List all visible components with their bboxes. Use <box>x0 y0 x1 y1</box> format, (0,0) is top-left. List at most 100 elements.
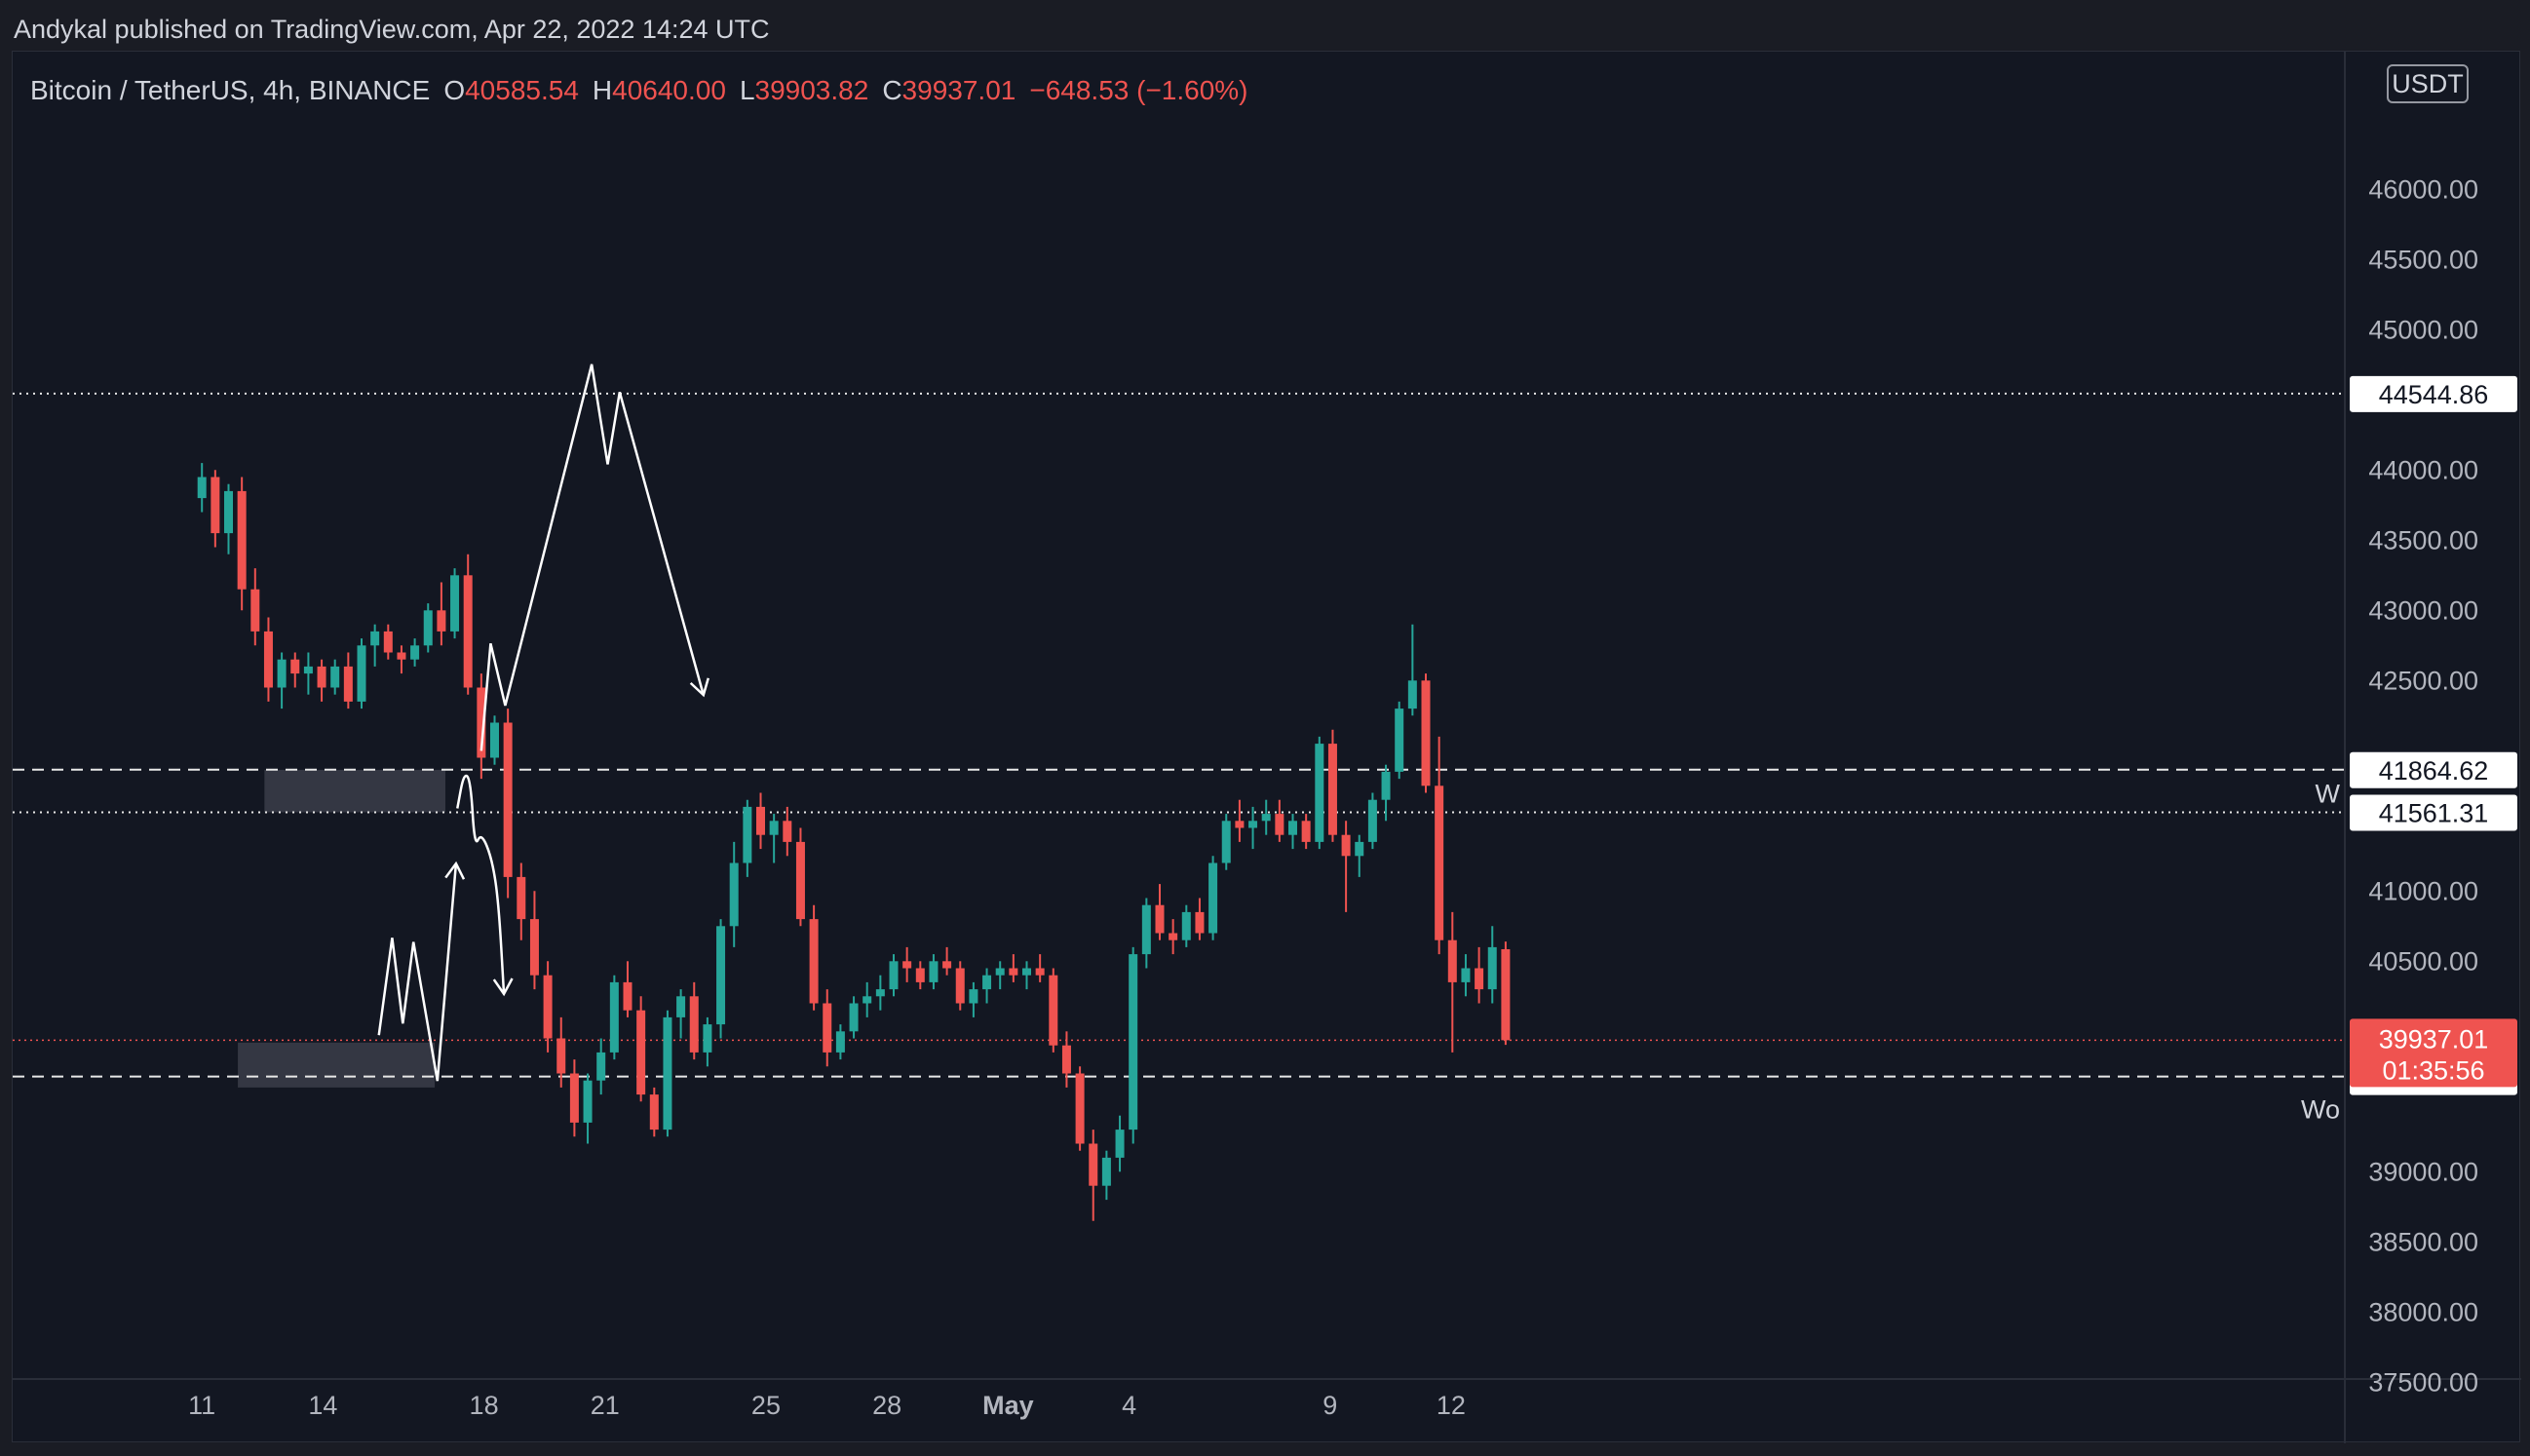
arrow-head-1 <box>492 977 514 997</box>
change-value: −648.53 (−1.60%) <box>1029 75 1248 105</box>
price-label-text-0: 44544.86 <box>2379 380 2489 409</box>
candle-body <box>955 968 965 1004</box>
candle-body <box>1395 709 1404 772</box>
candle-body <box>317 666 326 688</box>
candle-body <box>889 961 899 990</box>
candle-body <box>596 1052 606 1081</box>
candle-body <box>795 841 805 920</box>
low-value: 39903.82 <box>754 75 869 105</box>
price-label-text-1: 41864.62 <box>2379 756 2489 785</box>
candle-body <box>862 996 872 1004</box>
last-price-box <box>2350 1018 2517 1088</box>
candle-body <box>1327 744 1337 835</box>
x-tick-label: 12 <box>1437 1391 1466 1420</box>
symbol-legend: Bitcoin / TetherUS, 4h, BINANCE O40585.54… <box>30 71 1248 110</box>
candle-body <box>1195 911 1205 934</box>
projection-path-0 <box>377 862 458 1082</box>
candle-body <box>1421 680 1431 786</box>
y-tick-label: 45000.00 <box>2368 315 2478 344</box>
candle-body <box>463 575 473 688</box>
y-tick-label: 45500.00 <box>2368 245 2478 274</box>
y-tick-label: 38000.00 <box>2368 1297 2478 1326</box>
candle-body <box>1049 975 1058 1046</box>
y-tick-label: 42500.00 <box>2368 666 2478 695</box>
projection-path-2 <box>479 364 706 751</box>
x-tick-label: 18 <box>470 1391 499 1420</box>
currency-button[interactable]: USDT <box>2387 64 2469 103</box>
y-tick-label: 40500.00 <box>2368 946 2478 976</box>
open-label: O <box>443 75 466 105</box>
x-tick-label: 21 <box>591 1391 620 1420</box>
candle-body <box>1035 968 1045 976</box>
candle-body <box>529 919 539 976</box>
y-tick-label: 46000.00 <box>2368 174 2478 204</box>
candle-body <box>716 926 726 1025</box>
x-tick-label: 25 <box>751 1391 781 1420</box>
candle-body <box>835 1031 845 1053</box>
candle-body <box>1461 968 1471 982</box>
zone-label-1: Wo <box>2301 1095 2340 1125</box>
candle-body <box>410 645 420 660</box>
candle-body <box>1301 821 1311 842</box>
candle-body <box>1009 968 1018 976</box>
candle-body <box>303 666 313 674</box>
candle-body <box>915 968 925 982</box>
candle-body <box>197 477 207 499</box>
candle-body <box>237 490 247 590</box>
candle-body <box>1435 785 1444 940</box>
candle-body <box>783 821 792 842</box>
candle-body <box>343 666 353 702</box>
candle-body <box>1075 1073 1085 1144</box>
candle-body <box>623 981 632 1011</box>
candle-body <box>370 631 380 646</box>
last-price-text: 39937.01 <box>2379 1024 2489 1054</box>
candle-body <box>1208 862 1218 934</box>
candle-body <box>1129 954 1138 1130</box>
candle-body <box>1261 814 1271 822</box>
candle-body <box>676 996 686 1017</box>
candle-body <box>490 722 499 758</box>
high-value: 40640.00 <box>612 75 726 105</box>
candle-body <box>1275 814 1284 835</box>
countdown-text: 01:35:56 <box>2382 1055 2484 1085</box>
candle-body <box>450 575 460 632</box>
low-label: L <box>739 75 755 105</box>
candlestick-chart[interactable]: 46000.00 45500.00 45000.00 44000.00 43500.00… <box>13 52 2521 1443</box>
candle-body <box>689 996 699 1053</box>
y-tick-label: 43500.00 <box>2368 525 2478 555</box>
candle-body <box>663 1016 672 1130</box>
candle-body <box>823 1003 832 1053</box>
arrow-head-0 <box>444 861 466 880</box>
candle-body <box>809 919 819 1004</box>
candle-body <box>1475 968 1484 990</box>
candle-body <box>556 1038 566 1074</box>
candle-body <box>1447 939 1457 982</box>
y-tick-label: 39000.00 <box>2368 1157 2478 1186</box>
arrow-head-2 <box>689 677 709 698</box>
candle-body <box>1341 834 1351 857</box>
candle-body <box>995 968 1005 976</box>
candle-body <box>969 989 978 1004</box>
candle-body <box>277 659 287 688</box>
candle-body <box>769 821 779 835</box>
price-label-text-2: 41561.31 <box>2379 798 2489 827</box>
candle-body <box>1288 821 1297 835</box>
candle-body <box>263 631 273 688</box>
candle-body <box>250 589 260 632</box>
candle-body <box>1381 771 1391 800</box>
candle-body <box>397 652 406 660</box>
candle-body <box>1101 1157 1111 1186</box>
zone-label-0: W <box>2316 780 2341 809</box>
price-label-box-2 <box>2350 794 2517 831</box>
candle-body <box>849 1003 859 1032</box>
candle-body <box>609 981 619 1053</box>
y-tick-label: 41000.00 <box>2368 876 2478 905</box>
candle-body <box>1155 904 1165 934</box>
candle-body <box>875 989 885 997</box>
candle-body <box>224 490 233 534</box>
price-label-box-0 <box>2350 375 2517 412</box>
candle-body <box>649 1094 659 1130</box>
candle-body <box>1248 821 1258 828</box>
chart-frame[interactable]: 46000.00 45500.00 45000.00 44000.00 43500.00… <box>12 51 2521 1443</box>
candle-body <box>902 961 912 969</box>
